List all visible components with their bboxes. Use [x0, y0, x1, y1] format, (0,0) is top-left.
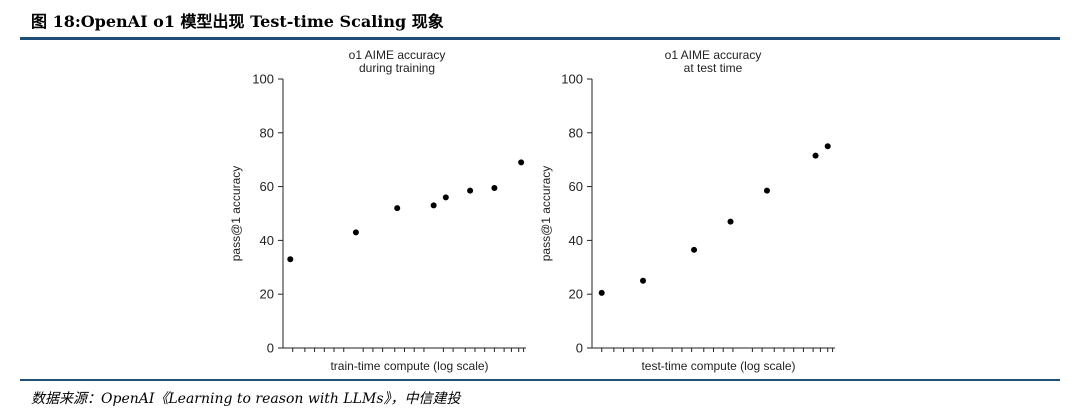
- source-note: 数据来源：OpenAI《Learning to reason with LLMs…: [31, 391, 461, 407]
- data-point: [287, 256, 294, 263]
- data-point: [640, 277, 647, 284]
- data-point: [518, 159, 525, 166]
- x-axis-label: test-time compute (log scale): [641, 359, 795, 373]
- chart-title-line: o1 AIME accuracy: [665, 48, 762, 62]
- data-point: [824, 143, 831, 150]
- data-point: [812, 152, 819, 159]
- title-rule: [20, 37, 1060, 40]
- data-point: [598, 289, 605, 296]
- y-tick-label: 80: [569, 125, 583, 140]
- data-point: [763, 187, 770, 194]
- data-point: [394, 205, 401, 212]
- data-point: [430, 202, 437, 209]
- y-tick-label: 60: [569, 179, 583, 194]
- y-axis-label: pass@1 accuracy: [539, 166, 553, 262]
- chart-title-line: at test time: [684, 61, 743, 75]
- y-tick-label: 20: [260, 287, 274, 302]
- chart-title-line: during training: [359, 61, 435, 75]
- y-axis-label: pass@1 accuracy: [229, 166, 243, 262]
- y-tick-label: 60: [260, 179, 274, 194]
- data-point: [691, 246, 698, 253]
- source-rule: [20, 379, 1060, 381]
- y-tick-label: 80: [260, 125, 274, 140]
- data-point: [727, 218, 734, 225]
- figure-title: 图 18:OpenAI o1 模型出现 Test-time Scaling 现象: [31, 12, 444, 31]
- data-point: [352, 229, 359, 236]
- data-point: [467, 187, 474, 194]
- y-tick-label: 0: [576, 341, 583, 356]
- y-tick-label: 40: [569, 233, 583, 248]
- y-tick-label: 100: [561, 72, 583, 87]
- data-point: [491, 184, 498, 191]
- chart-title-line: o1 AIME accuracy: [349, 48, 446, 62]
- data-point: [442, 194, 449, 201]
- y-tick-label: 40: [260, 233, 274, 248]
- x-axis-label: train-time compute (log scale): [330, 359, 488, 373]
- y-tick-label: 100: [252, 72, 274, 87]
- y-tick-label: 20: [569, 287, 583, 302]
- y-tick-label: 0: [267, 341, 274, 356]
